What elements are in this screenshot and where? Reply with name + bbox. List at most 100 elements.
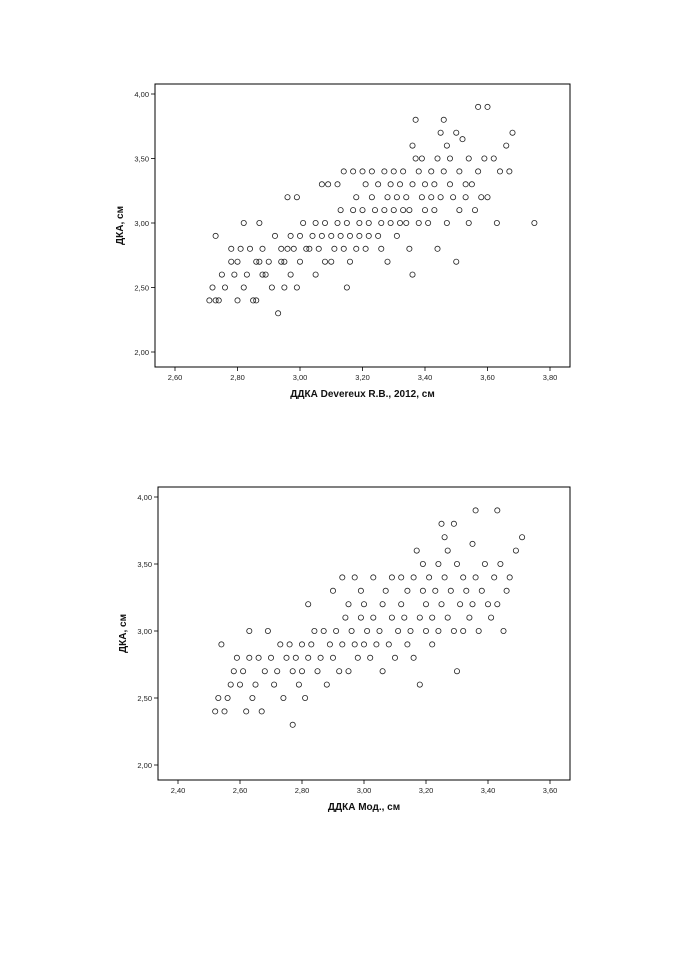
- data-point: [331, 245, 338, 252]
- y-tick-label: 2,00: [137, 761, 152, 770]
- data-point: [490, 155, 497, 162]
- data-point: [315, 245, 322, 252]
- data-point: [443, 142, 450, 149]
- data-point: [284, 245, 291, 252]
- data-point: [311, 628, 318, 635]
- data-point: [271, 232, 278, 239]
- data-point: [309, 232, 316, 239]
- data-point: [253, 258, 260, 265]
- data-point: [289, 721, 296, 728]
- x-tick-label: 3,40: [481, 786, 496, 795]
- data-point: [243, 708, 250, 715]
- data-point: [296, 232, 303, 239]
- x-tick-label: 3,00: [293, 373, 308, 382]
- data-point: [481, 561, 488, 568]
- data-point: [465, 219, 472, 226]
- data-point: [450, 520, 457, 527]
- data-point: [215, 297, 222, 304]
- y-tick-label: 4,00: [134, 90, 149, 99]
- data-point: [431, 181, 438, 188]
- data-point: [240, 284, 247, 291]
- data-point: [388, 614, 395, 621]
- data-point: [249, 695, 256, 702]
- data-point: [509, 129, 516, 136]
- data-point: [428, 194, 435, 201]
- data-point: [240, 219, 247, 226]
- data-point: [346, 232, 353, 239]
- data-point: [286, 641, 293, 648]
- data-point: [305, 654, 312, 661]
- data-point: [416, 681, 423, 688]
- data-point: [401, 614, 408, 621]
- data-point: [440, 116, 447, 123]
- data-point: [412, 155, 419, 162]
- y-axis-label: ДКА, см: [115, 206, 126, 245]
- data-point: [457, 601, 464, 608]
- data-point: [287, 271, 294, 278]
- data-point: [460, 574, 467, 581]
- data-point: [283, 654, 290, 661]
- data-point: [429, 641, 436, 648]
- x-tick-label: 2,80: [230, 373, 245, 382]
- data-point: [421, 181, 428, 188]
- data-point: [350, 207, 357, 214]
- data-point: [359, 168, 366, 175]
- data-point: [375, 181, 382, 188]
- data-point: [278, 258, 285, 265]
- data-point: [215, 695, 222, 702]
- data-point: [400, 207, 407, 214]
- data-point: [312, 271, 319, 278]
- data-point: [350, 168, 357, 175]
- data-point: [339, 574, 346, 581]
- data-point: [493, 219, 500, 226]
- data-point: [340, 245, 347, 252]
- data-point: [351, 641, 358, 648]
- data-point: [406, 207, 413, 214]
- data-point: [441, 574, 448, 581]
- data-point: [293, 284, 300, 291]
- data-point: [303, 245, 310, 252]
- data-point: [224, 695, 231, 702]
- data-point: [472, 574, 479, 581]
- data-point: [290, 245, 297, 252]
- data-point: [506, 168, 513, 175]
- data-point: [267, 654, 274, 661]
- data-point: [293, 194, 300, 201]
- data-point: [345, 668, 352, 675]
- data-point: [243, 271, 250, 278]
- data-point: [362, 245, 369, 252]
- data-point: [333, 628, 340, 635]
- data-point: [412, 116, 419, 123]
- data-point: [416, 614, 423, 621]
- data-point: [343, 284, 350, 291]
- data-point: [426, 574, 433, 581]
- data-point: [259, 245, 266, 252]
- data-point: [410, 654, 417, 661]
- data-point: [393, 194, 400, 201]
- data-point: [365, 232, 372, 239]
- data-point: [236, 681, 243, 688]
- data-point: [371, 207, 378, 214]
- data-point: [356, 219, 363, 226]
- data-point: [471, 207, 478, 214]
- data-point: [494, 507, 501, 514]
- data-point: [281, 258, 288, 265]
- data-point: [512, 547, 519, 554]
- data-point: [373, 641, 380, 648]
- data-point: [415, 219, 422, 226]
- data-point: [444, 547, 451, 554]
- data-point: [370, 614, 377, 621]
- data-point: [422, 628, 429, 635]
- data-point: [209, 284, 216, 291]
- data-point: [339, 641, 346, 648]
- data-point: [419, 561, 426, 568]
- data-point: [348, 628, 355, 635]
- data-point: [407, 628, 414, 635]
- data-point: [475, 168, 482, 175]
- data-point: [233, 654, 240, 661]
- data-point: [446, 155, 453, 162]
- data-point: [435, 561, 442, 568]
- data-point: [292, 654, 299, 661]
- data-point: [343, 219, 350, 226]
- data-point: [422, 601, 429, 608]
